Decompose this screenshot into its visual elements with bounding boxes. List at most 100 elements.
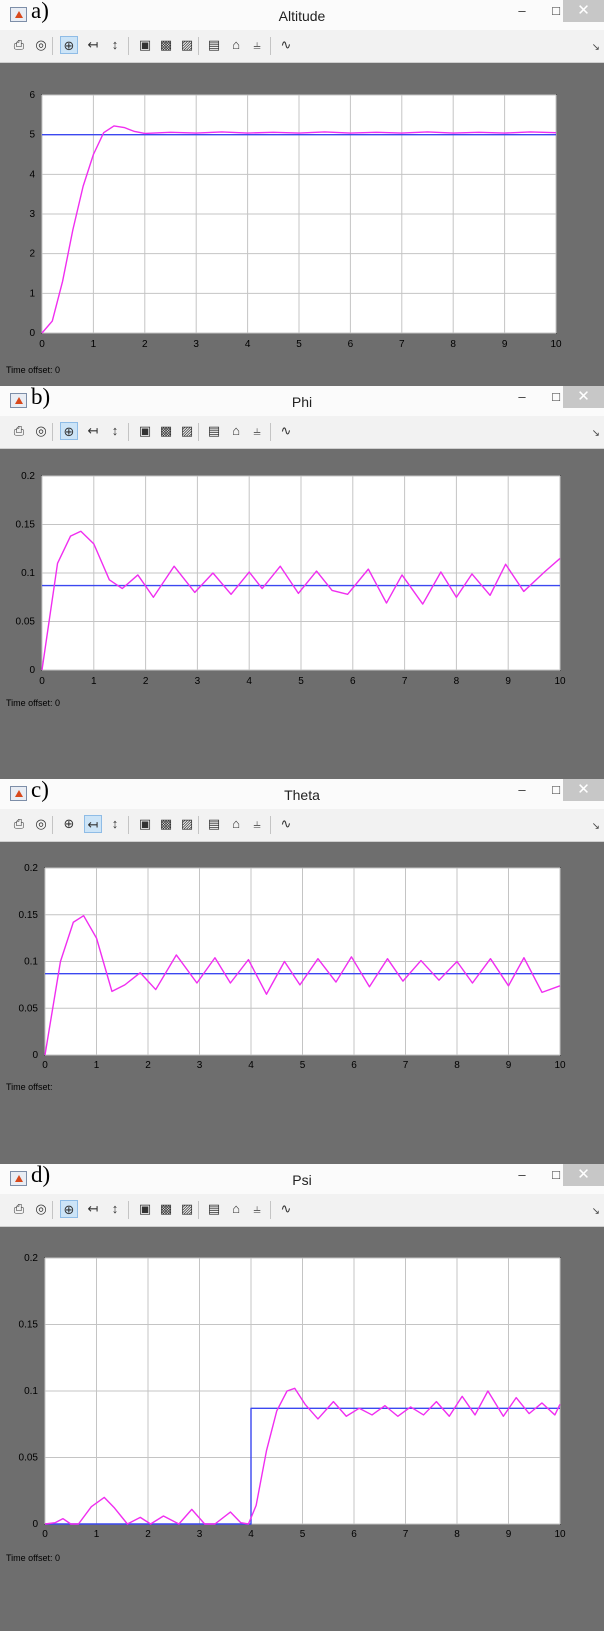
maximize-button[interactable]: □ [552, 782, 560, 797]
x-tick-label: 8 [454, 1060, 460, 1071]
time-offset-label: Time offset: 0 [6, 365, 60, 375]
x-tick-label: 6 [348, 339, 354, 350]
scope-toolbar: ⎙ ◎ ⊕ ↤ ↕ ▣ ▩ ▨ ▤ ⌂ ⫨ ∿ ↘ [0, 1194, 604, 1227]
close-button[interactable]: ✕ [563, 1164, 604, 1186]
x-tick-label: 8 [454, 676, 460, 687]
y-tick-label: 0.2 [24, 1253, 38, 1264]
signal-selector-icon[interactable]: ⫨ [253, 37, 261, 52]
save-axes-icon[interactable]: ▩ [159, 816, 173, 831]
zoom-y-icon[interactable]: ↕ [111, 423, 119, 438]
close-button[interactable]: ✕ [563, 779, 604, 801]
legend-icon[interactable]: ∿ [280, 1201, 292, 1216]
minimize-button[interactable]: – [518, 1167, 526, 1182]
print-icon[interactable]: ⎙ [13, 37, 25, 52]
x-tick-label: 0 [42, 1060, 48, 1071]
y-tick-label: 0.05 [19, 1453, 39, 1464]
window-titlebar[interactable]: c) Theta – □ ✕ [0, 779, 604, 809]
minimize-button[interactable]: – [518, 389, 526, 404]
signal-selector-icon[interactable]: ⫨ [253, 816, 261, 831]
maximize-button[interactable]: □ [552, 389, 560, 404]
zoom-in-icon[interactable]: ⊕ [60, 422, 78, 440]
close-button[interactable]: ✕ [563, 0, 604, 22]
time-offset-label: Time offset: 0 [6, 1553, 60, 1563]
legend-icon[interactable]: ∿ [280, 816, 292, 831]
parameters-icon[interactable]: ◎ [35, 37, 47, 52]
minimize-button[interactable]: – [518, 782, 526, 797]
parameters-icon[interactable]: ◎ [35, 1201, 47, 1216]
panel-letter: b) [31, 386, 51, 409]
y-tick-label: 0.05 [16, 617, 36, 628]
simulink-app-icon [10, 786, 27, 801]
print-icon[interactable]: ⎙ [13, 423, 25, 438]
restore-axes-icon[interactable]: ▨ [180, 423, 194, 438]
y-tick-label: 0.15 [19, 910, 39, 921]
x-tick-label: 1 [94, 1529, 100, 1540]
toolbar-expand-icon[interactable]: ↘ [591, 821, 600, 832]
zoom-x-icon[interactable]: ↤ [87, 1201, 99, 1216]
plot-area: 0 1 2 3 4 5 6 7 8 9 10 0 0.05 0.1 0.15 0.2 Time offset: [6, 863, 566, 1092]
toolbar-expand-icon[interactable]: ↘ [591, 428, 600, 439]
x-tick-label: 4 [248, 1060, 254, 1071]
signal-selector-icon[interactable]: ⫨ [253, 1201, 261, 1216]
lock-icon[interactable]: ⌂ [232, 423, 240, 438]
zoom-in-icon[interactable]: ⊕ [60, 1200, 78, 1218]
save-axes-icon[interactable]: ▩ [159, 1201, 173, 1216]
lock-icon[interactable]: ⌂ [232, 816, 240, 831]
zoom-x-icon[interactable]: ↤ [84, 815, 102, 833]
minimize-button[interactable]: – [518, 3, 526, 18]
autoscale-icon[interactable]: ▣ [138, 423, 152, 438]
autoscale-icon[interactable]: ▣ [138, 816, 152, 831]
zoom-y-icon[interactable]: ↕ [111, 37, 119, 52]
restore-axes-icon[interactable]: ▨ [180, 37, 194, 52]
zoom-in-icon[interactable]: ⊕ [63, 816, 75, 831]
restore-axes-icon[interactable]: ▨ [180, 816, 194, 831]
toolbar-expand-icon[interactable]: ↘ [591, 42, 600, 53]
window-titlebar[interactable]: d) Psi – □ ✕ [0, 1164, 604, 1194]
print-icon[interactable]: ⎙ [13, 1201, 25, 1216]
x-tick-label: 5 [300, 1529, 306, 1540]
parameters-icon[interactable]: ◎ [35, 816, 47, 831]
zoom-x-icon[interactable]: ↤ [87, 423, 99, 438]
x-tick-label: 5 [298, 676, 304, 687]
print-icon[interactable]: ⎙ [13, 816, 25, 831]
save-axes-icon[interactable]: ▩ [159, 423, 173, 438]
zoom-y-icon[interactable]: ↕ [111, 1201, 119, 1216]
window-titlebar[interactable]: a) Altitude – □ ✕ [0, 0, 604, 30]
toolbar-expand-icon[interactable]: ↘ [591, 1206, 600, 1217]
legend-icon[interactable]: ∿ [280, 37, 292, 52]
window-titlebar[interactable]: b) Phi – □ ✕ [0, 386, 604, 416]
lock-icon[interactable]: ⌂ [232, 1201, 240, 1216]
floating-scope-icon[interactable]: ▤ [207, 816, 221, 831]
floating-scope-icon[interactable]: ▤ [207, 37, 221, 52]
autoscale-icon[interactable]: ▣ [138, 37, 152, 52]
toolbar-separator [198, 816, 199, 834]
save-axes-icon[interactable]: ▩ [159, 37, 173, 52]
x-tick-label: 0 [39, 339, 45, 350]
floating-scope-icon[interactable]: ▤ [207, 423, 221, 438]
autoscale-icon[interactable]: ▣ [138, 1201, 152, 1216]
zoom-x-icon[interactable]: ↤ [87, 37, 99, 52]
floating-scope-icon[interactable]: ▤ [207, 1201, 221, 1216]
toolbar-separator [52, 423, 53, 441]
time-offset-label: Time offset: 0 [6, 698, 60, 708]
x-tick-label: 10 [554, 1529, 566, 1540]
scope-window-psi: d) Psi – □ ✕ ⎙ ◎ ⊕ ↤ ↕ ▣ ▩ ▨ ▤ ⌂ ⫨ ∿ ↘ 0 1 2 3 4 5 6 7 8 9 10 0 0.05 0.… [0, 1164, 604, 1631]
zoom-y-icon[interactable]: ↕ [111, 816, 119, 831]
maximize-button[interactable]: □ [552, 3, 560, 18]
signal-selector-icon[interactable]: ⫨ [253, 423, 261, 438]
toolbar-separator [128, 37, 129, 55]
close-button[interactable]: ✕ [563, 386, 604, 408]
simulink-app-icon [10, 393, 27, 408]
zoom-in-icon[interactable]: ⊕ [60, 36, 78, 54]
parameters-icon[interactable]: ◎ [35, 423, 47, 438]
legend-icon[interactable]: ∿ [280, 423, 292, 438]
x-tick-label: 7 [403, 1060, 409, 1071]
x-tick-label: 2 [142, 339, 148, 350]
x-tick-label: 3 [197, 1529, 203, 1540]
x-tick-label: 7 [399, 339, 405, 350]
y-tick-label: 0 [32, 1050, 38, 1061]
panel-letter: a) [31, 0, 49, 23]
restore-axes-icon[interactable]: ▨ [180, 1201, 194, 1216]
lock-icon[interactable]: ⌂ [232, 37, 240, 52]
maximize-button[interactable]: □ [552, 1167, 560, 1182]
